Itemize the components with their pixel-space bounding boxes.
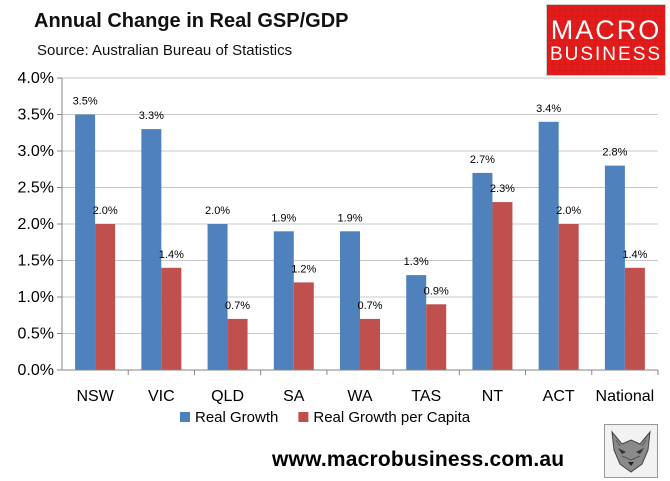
data-labels: 3.5% 2.0% 3.3% 1.4% 2.0% 0.7% 1.9% 1.2% 1.9% 0.7%… [73,96,648,312]
y-tick-label: 1.0% [18,289,54,306]
x-tick-label: SA [283,388,305,405]
wolf-logo-icon [604,424,658,478]
legend-swatch [180,412,190,422]
bar-real-growth [207,224,228,370]
data-label: 0.9% [424,285,449,297]
bar-real-growth [273,231,294,370]
x-tick-label: NSW [76,388,114,405]
x-tick-label: WA [347,388,373,405]
x-tick-label: VIC [148,388,175,405]
y-tick-label: 0.0% [18,362,54,379]
x-tick-label: NT [482,388,504,405]
chart-title: Annual Change in Real GSP/GDP [34,10,349,32]
data-label: 2.0% [93,205,118,217]
bars [75,114,645,370]
legend-label: Real Growth [195,409,278,426]
data-label: 3.5% [73,96,98,108]
legend-swatch [298,412,309,422]
y-tick-label: 0.5% [18,326,54,343]
bar-real-growth-per-capita [293,282,314,370]
bar-real-growth-per-capita [95,224,116,370]
y-tick-label: 4.0% [18,70,54,87]
bar-real-growth [406,275,427,370]
bar-real-growth [340,231,360,370]
y-tick-label: 3.5% [18,107,54,124]
data-label: 2.8% [602,147,627,159]
data-label: 1.3% [404,256,429,268]
bar-real-growth [472,172,493,370]
bar-real-growth [141,129,162,370]
bar-real-growth-per-capita [161,267,182,370]
data-label: 0.7% [225,300,250,312]
y-axis: 0.0% 0.5% 1.0% 1.5% 2.0% 2.5% 3.0% 3.5% 4.0% [18,70,63,379]
y-tick-label: 3.0% [18,143,54,160]
y-tick-label: 1.5% [18,253,54,270]
data-label: 2.3% [490,183,515,195]
website-url: www.macrobusiness.com.au [272,448,565,471]
data-label: 2.7% [470,154,495,166]
data-label: 2.0% [205,205,230,217]
x-tick-label: National [596,388,655,405]
bar-real-growth-per-capita [360,318,380,370]
data-label: 1.9% [337,212,362,224]
x-tick-label: TAS [411,388,441,405]
data-label: 1.2% [291,263,316,275]
bar-real-growth-per-capita [492,202,513,370]
bar-real-growth [538,121,559,370]
x-tick-label: QLD [211,388,244,405]
data-label: 3.3% [139,110,164,122]
data-label: 1.4% [622,249,647,261]
bar-real-growth-per-capita [227,318,248,370]
logo-line-2: BUSINESS [549,44,663,65]
chart-subtitle: Source: Australian Bureau of Statistics [37,42,293,59]
legend: Real Growth Real Growth per Capita [180,409,471,426]
bar-real-growth-per-capita [558,224,579,370]
bar-real-growth [604,165,625,370]
bar-real-growth [75,114,96,370]
data-label: 1.4% [159,249,184,261]
x-axis: NSW VIC QLD SA WA TAS NT ACT National [62,369,659,405]
y-tick-label: 2.5% [18,180,54,197]
bar-real-growth-per-capita [624,267,645,370]
macrobusiness-logo: MACRO BUSINESS [546,4,666,76]
data-label: 1.9% [271,212,296,224]
x-tick-label: ACT [543,388,575,405]
data-label: 2.0% [556,205,581,217]
legend-label: Real Growth per Capita [313,409,470,426]
logo-line-1: MACRO [550,15,662,45]
data-label: 0.7% [357,300,382,312]
bar-real-growth-per-capita [426,304,447,370]
y-tick-label: 2.0% [18,216,54,233]
data-label: 3.4% [536,103,561,115]
